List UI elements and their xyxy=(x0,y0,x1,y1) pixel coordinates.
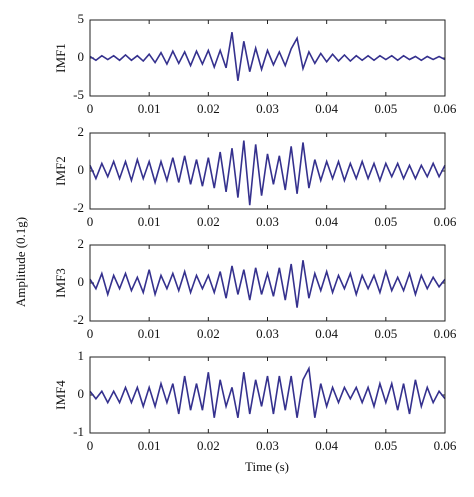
x-tick-label: 0.05 xyxy=(374,214,397,229)
x-tick-label: 0 xyxy=(87,326,94,341)
signal-line xyxy=(89,260,446,308)
y-tick-label: 2 xyxy=(78,124,85,139)
x-tick-label: 0.01 xyxy=(138,438,161,453)
subplot-y-label: IMF1 xyxy=(53,43,68,73)
x-tick-label: 0.04 xyxy=(315,214,338,229)
x-tick-label: 0.06 xyxy=(434,101,457,116)
x-tick-label: 0.01 xyxy=(138,326,161,341)
x-tick-label: 0.02 xyxy=(197,214,220,229)
y-tick-label: -1 xyxy=(73,424,84,439)
plot-frame xyxy=(89,356,446,434)
x-tick-label: 0.03 xyxy=(256,214,279,229)
y-tick-label: 2 xyxy=(78,236,85,251)
x-tick-label: 0.03 xyxy=(256,438,279,453)
x-tick-label: 0.03 xyxy=(256,101,279,116)
y-tick-label: 5 xyxy=(78,11,85,26)
x-tick-label: 0.04 xyxy=(315,101,338,116)
y-tick-label: -2 xyxy=(73,200,84,215)
y-tick-label: 0 xyxy=(78,274,85,289)
x-tick-label: 0.01 xyxy=(138,214,161,229)
signal-line xyxy=(89,32,446,81)
x-tick-label: 0.03 xyxy=(256,326,279,341)
x-tick-label: 0.06 xyxy=(434,438,457,453)
subplot-y-label: IMF2 xyxy=(53,156,68,186)
x-tick-label: 0 xyxy=(87,438,94,453)
y-tick-label: -2 xyxy=(73,312,84,327)
x-tick-label: 0.02 xyxy=(197,326,220,341)
subplot-y-label: IMF4 xyxy=(53,380,68,410)
x-tick-label: 0.06 xyxy=(434,326,457,341)
x-tick-label: 0 xyxy=(87,214,94,229)
signal-line xyxy=(89,365,446,418)
subplot-y-label: IMF3 xyxy=(53,268,68,298)
x-tick-label: 0.01 xyxy=(138,101,161,116)
signal-line xyxy=(89,140,446,206)
x-tick-label: 0 xyxy=(87,101,94,116)
y-tick-label: 0 xyxy=(78,386,85,401)
y-tick-label: 0 xyxy=(78,49,85,64)
x-tick-label: 0.04 xyxy=(315,326,338,341)
y-axis-label: Amplitude (0.1g) xyxy=(13,217,28,307)
plot-frame xyxy=(89,244,446,322)
y-tick-label: 0 xyxy=(78,162,85,177)
x-tick-label: 0.02 xyxy=(197,438,220,453)
y-tick-label: 1 xyxy=(78,348,85,363)
plot-frame xyxy=(89,19,446,97)
x-tick-label: 0.02 xyxy=(197,101,220,116)
x-tick-label: 0.05 xyxy=(374,101,397,116)
x-tick-label: 0.05 xyxy=(374,438,397,453)
x-tick-label: 0.06 xyxy=(434,214,457,229)
plot-frame xyxy=(89,132,446,210)
x-axis-label: Time (s) xyxy=(245,459,289,474)
y-tick-label: -5 xyxy=(73,87,84,102)
x-tick-label: 0.05 xyxy=(374,326,397,341)
x-tick-label: 0.04 xyxy=(315,438,338,453)
